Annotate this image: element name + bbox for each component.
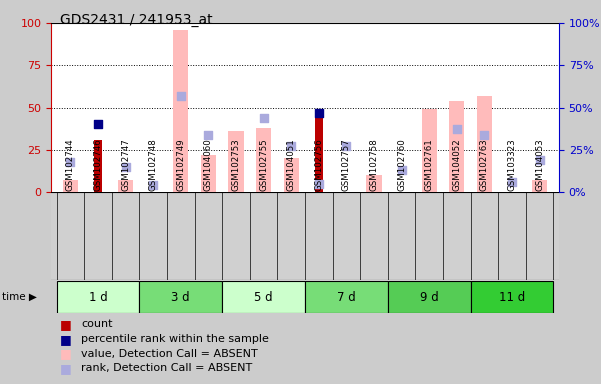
Bar	[367, 175, 382, 192]
Text: GDS2431 / 241953_at: GDS2431 / 241953_at	[60, 13, 213, 27]
Point	[287, 143, 296, 149]
Text: percentile rank within the sample: percentile rank within the sample	[81, 334, 269, 344]
Point	[314, 109, 323, 116]
Bar	[94, 140, 102, 192]
Text: ■: ■	[60, 347, 72, 360]
Text: ■: ■	[60, 362, 72, 375]
Text: ■: ■	[60, 318, 72, 331]
Bar	[315, 114, 323, 192]
Point	[507, 179, 517, 185]
Bar	[228, 131, 243, 192]
Bar	[173, 30, 188, 192]
Bar	[532, 180, 547, 192]
Bar	[305, 281, 388, 313]
Text: count: count	[81, 319, 112, 329]
Bar	[477, 96, 492, 192]
Bar	[56, 281, 139, 313]
Bar	[449, 101, 465, 192]
Point	[535, 157, 545, 163]
Point	[176, 93, 186, 99]
Text: 3 d: 3 d	[171, 291, 190, 304]
Bar	[201, 155, 216, 192]
Bar	[118, 180, 133, 192]
Bar	[284, 158, 299, 192]
Point	[148, 182, 158, 188]
Bar	[222, 281, 305, 313]
Point	[66, 159, 75, 165]
Text: 1 d: 1 d	[88, 291, 108, 304]
Point	[259, 114, 269, 121]
Point	[204, 131, 213, 137]
Text: 9 d: 9 d	[420, 291, 439, 304]
Point	[397, 167, 406, 173]
Bar	[139, 281, 222, 313]
Point	[93, 121, 103, 127]
Point	[480, 131, 489, 137]
Bar	[422, 109, 437, 192]
Bar	[471, 281, 554, 313]
Point	[121, 164, 130, 170]
Bar	[63, 180, 78, 192]
Text: 11 d: 11 d	[499, 291, 525, 304]
Bar	[388, 281, 471, 313]
Point	[314, 180, 323, 187]
Text: 5 d: 5 d	[254, 291, 273, 304]
Point	[452, 126, 462, 132]
Point	[341, 143, 351, 149]
Text: ■: ■	[60, 333, 72, 346]
Text: value, Detection Call = ABSENT: value, Detection Call = ABSENT	[81, 349, 258, 359]
Text: rank, Detection Call = ABSENT: rank, Detection Call = ABSENT	[81, 363, 252, 373]
Text: time ▶: time ▶	[2, 292, 37, 302]
Text: 7 d: 7 d	[337, 291, 356, 304]
Bar	[256, 128, 271, 192]
